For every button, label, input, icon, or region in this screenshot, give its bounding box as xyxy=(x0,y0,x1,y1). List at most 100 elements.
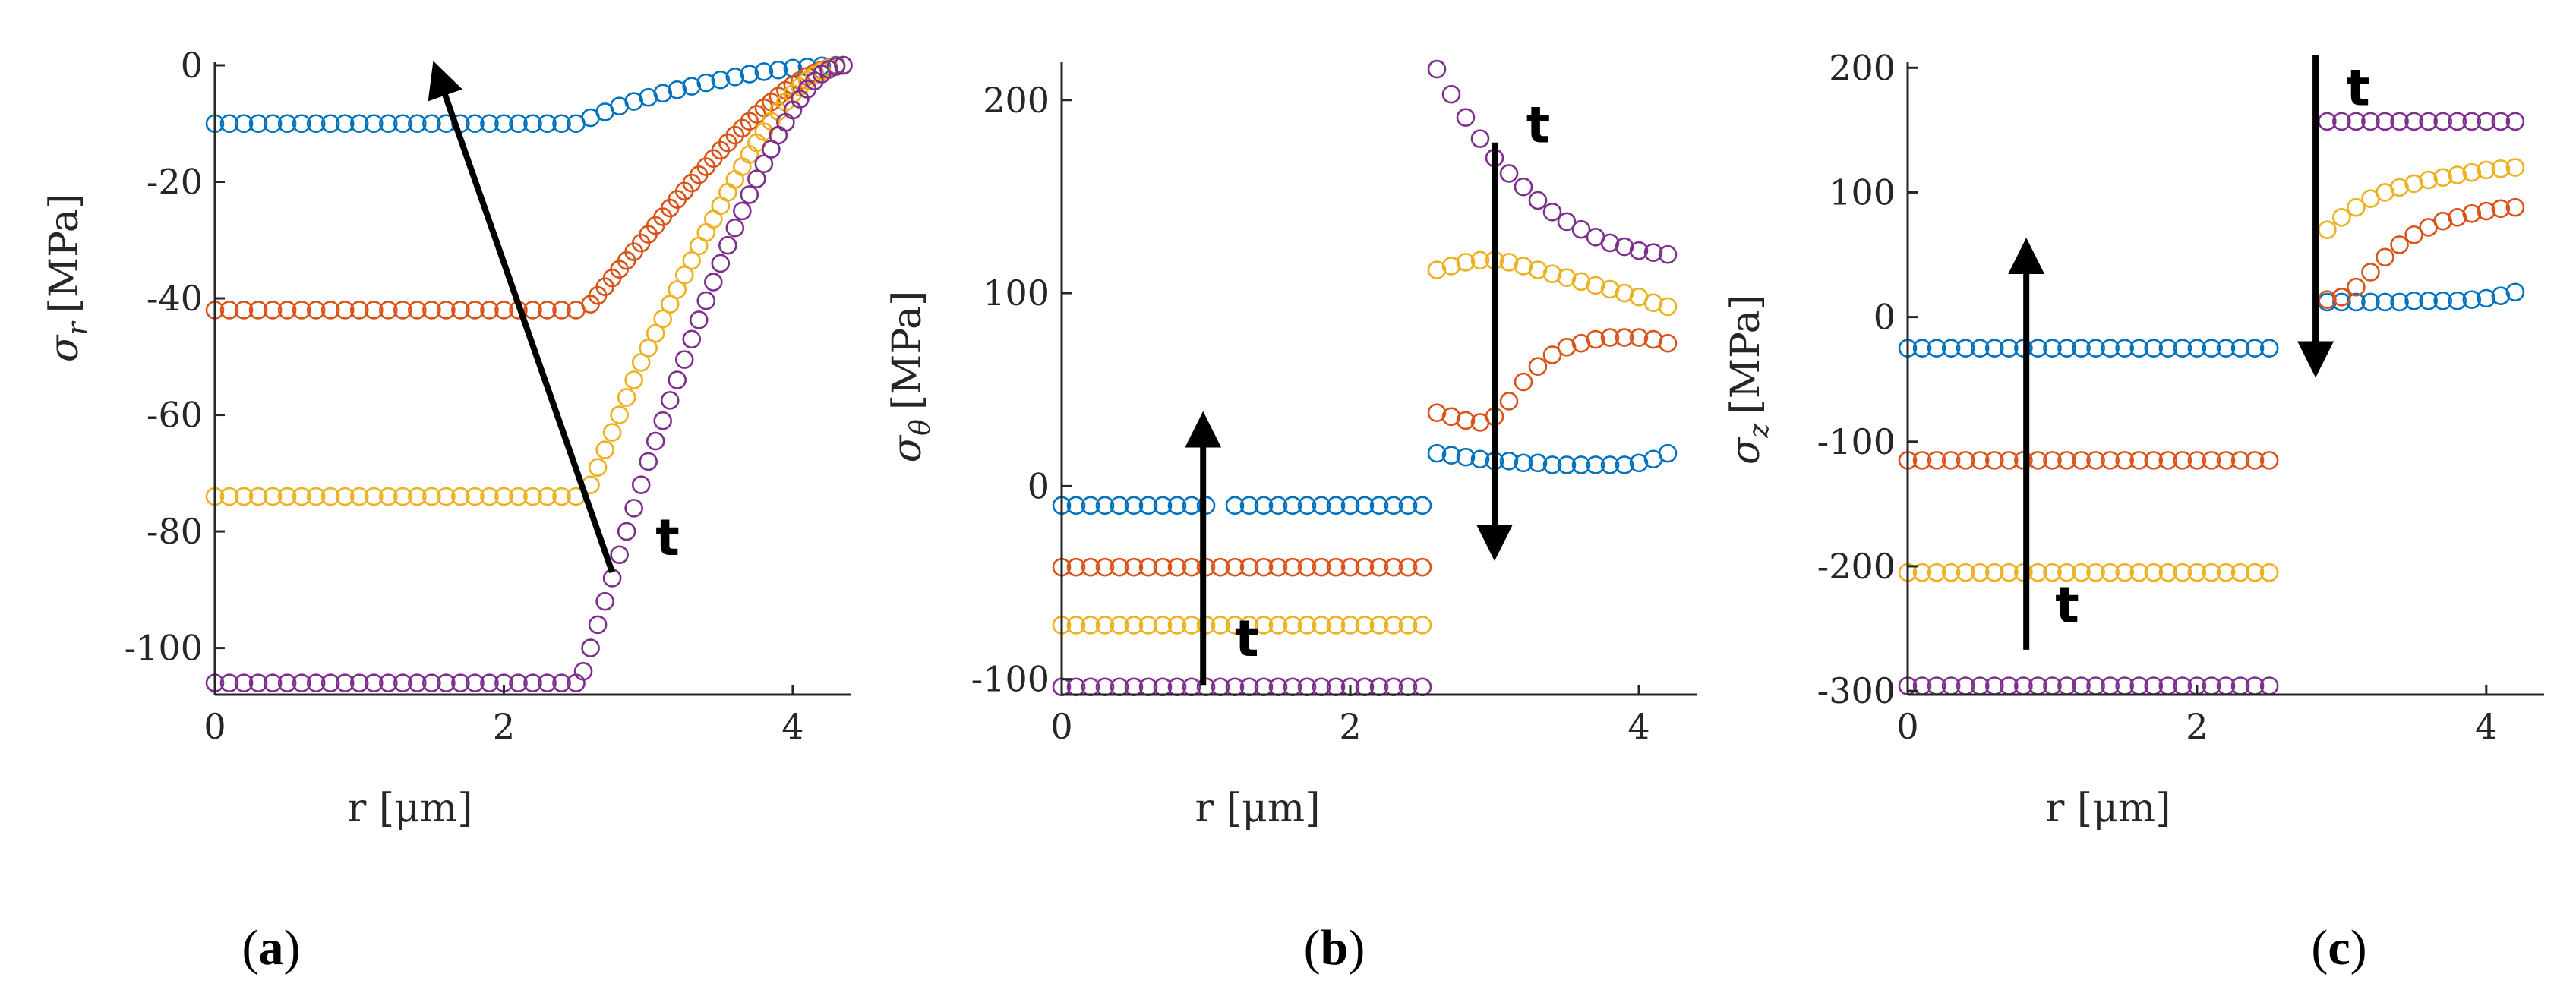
data-point xyxy=(2101,451,2120,470)
panel-c-ytick-label: 200 xyxy=(1829,47,1896,88)
data-point xyxy=(682,251,702,270)
data-point xyxy=(668,280,687,299)
data-point xyxy=(1153,496,1173,515)
data-point xyxy=(1615,455,1634,474)
data-point xyxy=(1095,616,1115,635)
data-point xyxy=(408,114,427,134)
data-point xyxy=(1384,557,1403,577)
data-point xyxy=(725,68,745,87)
data-point xyxy=(494,487,513,506)
data-point xyxy=(1225,496,1245,515)
data-point xyxy=(703,273,723,292)
data-point xyxy=(1369,616,1389,635)
data-point xyxy=(306,673,326,692)
data-point xyxy=(2332,207,2351,227)
data-point xyxy=(2086,339,2105,358)
data-point xyxy=(1268,496,1288,515)
data-point xyxy=(2318,112,2337,131)
data-point xyxy=(2491,286,2511,305)
data-point xyxy=(2332,292,2351,312)
data-point xyxy=(1984,339,2004,358)
data-point xyxy=(1956,563,1975,582)
data-point xyxy=(1254,496,1274,515)
data-point xyxy=(1571,219,1591,239)
data-point xyxy=(733,201,752,221)
data-point xyxy=(1528,191,1548,210)
panel-a-arrow-label: t xyxy=(655,509,680,567)
data-point xyxy=(2230,339,2250,358)
data-point xyxy=(1268,557,1288,577)
data-point xyxy=(1211,557,1230,577)
data-point xyxy=(1557,268,1577,288)
data-point xyxy=(437,673,456,692)
data-point xyxy=(2448,291,2467,310)
data-point xyxy=(1124,557,1144,577)
data-point xyxy=(1600,233,1620,253)
data-point xyxy=(2462,112,2482,131)
data-point xyxy=(306,114,326,134)
data-point xyxy=(1456,447,1476,467)
data-point xyxy=(2361,263,2380,282)
data-point xyxy=(364,301,384,320)
data-point xyxy=(335,301,355,320)
panel-a-ytick-label: 0 xyxy=(181,45,203,86)
data-point xyxy=(538,673,557,692)
data-point xyxy=(523,487,542,506)
data-point xyxy=(1066,557,1086,577)
data-point xyxy=(2404,291,2423,310)
data-point xyxy=(2376,247,2394,267)
data-point xyxy=(2187,451,2207,470)
data-point xyxy=(2187,339,2207,358)
data-point xyxy=(689,310,709,329)
data-point xyxy=(2057,339,2076,358)
data-point xyxy=(581,638,600,657)
data-point xyxy=(2057,563,2076,582)
panel-a-label: (a) xyxy=(242,920,301,976)
data-point xyxy=(2129,451,2149,470)
data-point xyxy=(1542,345,1562,364)
data-point xyxy=(466,673,485,692)
data-point xyxy=(1970,563,1990,582)
data-point xyxy=(805,71,824,91)
panel-a-ticks: 0 2 4 0 -20 -40 -60 -80 -100 xyxy=(125,45,804,747)
data-point xyxy=(1110,557,1129,577)
data-point xyxy=(2216,339,2236,358)
data-point xyxy=(1528,260,1548,279)
data-point xyxy=(277,301,297,320)
data-point xyxy=(509,673,528,692)
data-point xyxy=(740,65,759,84)
data-point xyxy=(2419,112,2438,131)
data-point xyxy=(1586,276,1605,295)
data-point xyxy=(602,423,622,442)
data-point xyxy=(2158,563,2178,582)
data-point xyxy=(378,487,398,506)
data-point xyxy=(682,329,702,349)
data-point xyxy=(1182,557,1201,577)
panel-c-series-orange xyxy=(1898,197,2525,470)
data-point xyxy=(2505,158,2525,177)
data-point xyxy=(595,591,614,611)
panel-b-series-teal xyxy=(1052,443,1678,515)
data-point xyxy=(1941,339,1961,358)
data-point xyxy=(1470,449,1490,469)
panel-b-ytick-label: -100 xyxy=(971,659,1050,700)
panel-b-xlabel: r [μm] xyxy=(1195,786,1320,831)
data-point xyxy=(1499,452,1519,471)
data-point xyxy=(1528,357,1548,376)
data-point xyxy=(1340,496,1360,515)
data-point xyxy=(639,87,658,107)
data-point xyxy=(2144,563,2164,582)
data-point xyxy=(740,185,759,204)
data-point xyxy=(1355,496,1375,515)
data-point xyxy=(617,522,636,541)
data-point xyxy=(2505,197,2525,217)
panel-c-label: (c) xyxy=(2311,920,2366,976)
panel-c-xlabel: r [μm] xyxy=(2045,786,2170,831)
data-point xyxy=(674,266,694,285)
data-point xyxy=(1528,453,1548,473)
data-point xyxy=(2086,563,2105,582)
data-point xyxy=(2448,165,2467,184)
data-point xyxy=(248,487,268,506)
